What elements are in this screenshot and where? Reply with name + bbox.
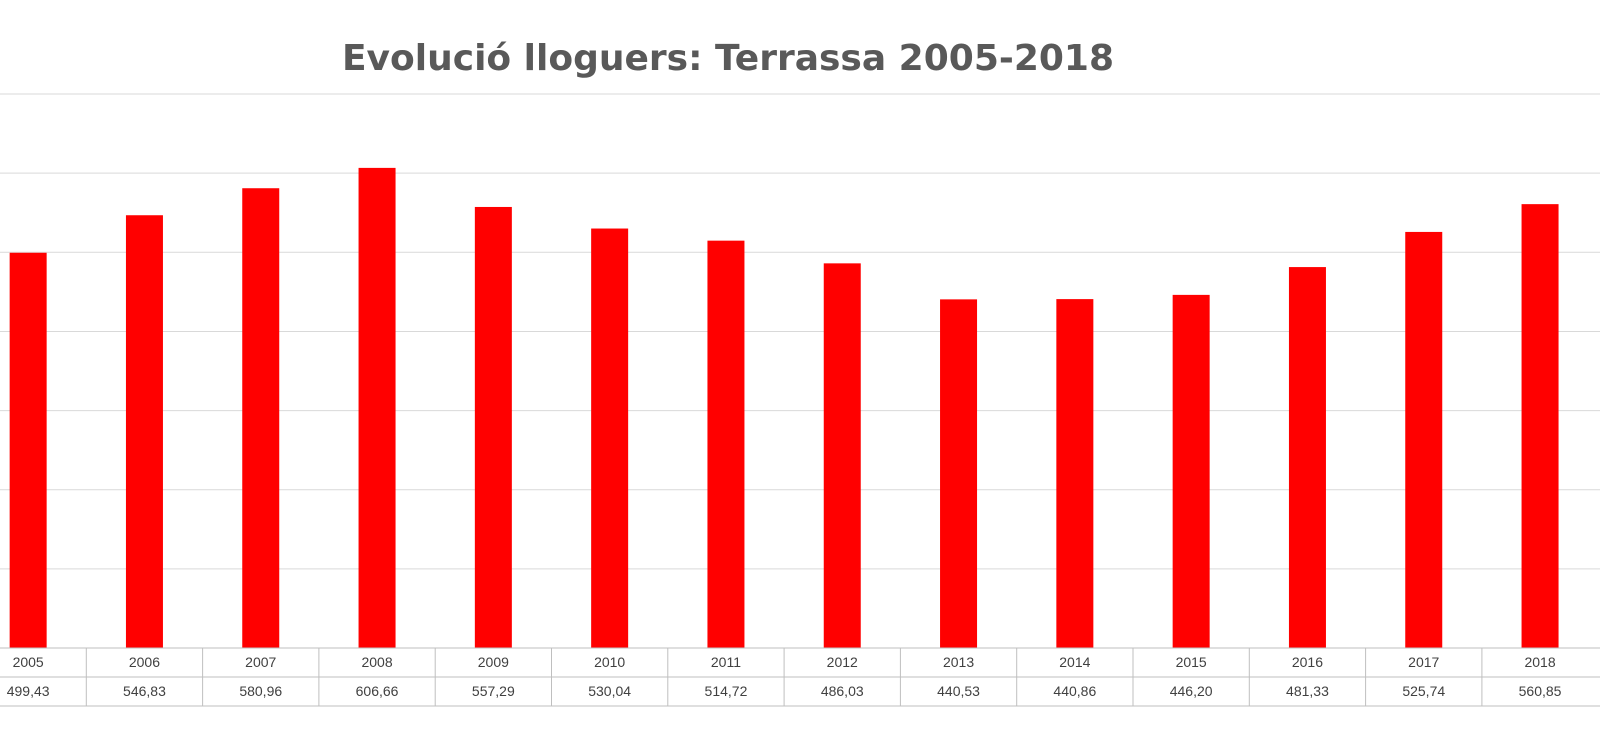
tick-label-2007: 2007: [245, 654, 276, 670]
data-label-2005: 499,43: [7, 683, 50, 699]
tick-label-2012: 2012: [827, 654, 858, 670]
data-label-2012: 486,03: [821, 683, 864, 699]
data-label-2010: 530,04: [588, 683, 631, 699]
data-label-2015: 446,20: [1170, 683, 1213, 699]
data-label-2013: 440,53: [937, 683, 980, 699]
bar-2005: [9, 252, 47, 648]
tick-label-2010: 2010: [594, 654, 625, 670]
tick-label-2005: 2005: [13, 654, 44, 670]
data-table: 2005 499,43 2006 546,83 2007 580,96 2008 606,66…: [0, 647, 1600, 707]
bar-2009: [474, 206, 512, 648]
bar-2010: [591, 228, 629, 648]
data-label-2011: 514,72: [705, 683, 748, 699]
bar-2014: [1056, 299, 1094, 648]
data-label-2009: 557,29: [472, 683, 515, 699]
bar-2016: [1288, 267, 1326, 648]
tick-label-2011: 2011: [711, 654, 741, 670]
data-label-2006: 546,83: [123, 683, 166, 699]
bar-2007: [242, 188, 280, 648]
bar-2013: [940, 299, 978, 648]
tick-label-2009: 2009: [478, 654, 509, 670]
bar-2008: [358, 167, 396, 648]
data-label-2018: 560,85: [1519, 683, 1562, 699]
chart-title: Evolució lloguers: Terrassa 2005-2018: [341, 38, 1115, 79]
data-label-2007: 580,96: [239, 683, 282, 699]
tick-label-2016: 2016: [1292, 654, 1323, 670]
data-label-2016: 481,33: [1286, 683, 1329, 699]
tick-label-2014: 2014: [1059, 654, 1090, 670]
tick-label-2017: 2017: [1408, 654, 1439, 670]
gridlines: [0, 93, 1600, 570]
bar-2015: [1172, 294, 1210, 648]
tick-label-2008: 2008: [361, 654, 392, 670]
tick-label-2018: 2018: [1524, 654, 1555, 670]
bar-2017: [1405, 231, 1443, 648]
bars: [9, 167, 1559, 649]
tick-label-2015: 2015: [1176, 654, 1207, 670]
data-label-2014: 440,86: [1053, 683, 1096, 699]
data-label-2017: 525,74: [1402, 683, 1445, 699]
bar-2018: [1521, 204, 1559, 648]
bar-2012: [823, 263, 861, 648]
data-label-2008: 606,66: [356, 683, 399, 699]
tick-label-2013: 2013: [943, 654, 974, 670]
bar-2006: [125, 215, 163, 648]
tick-label-2006: 2006: [129, 654, 160, 670]
bar-2011: [707, 240, 745, 649]
